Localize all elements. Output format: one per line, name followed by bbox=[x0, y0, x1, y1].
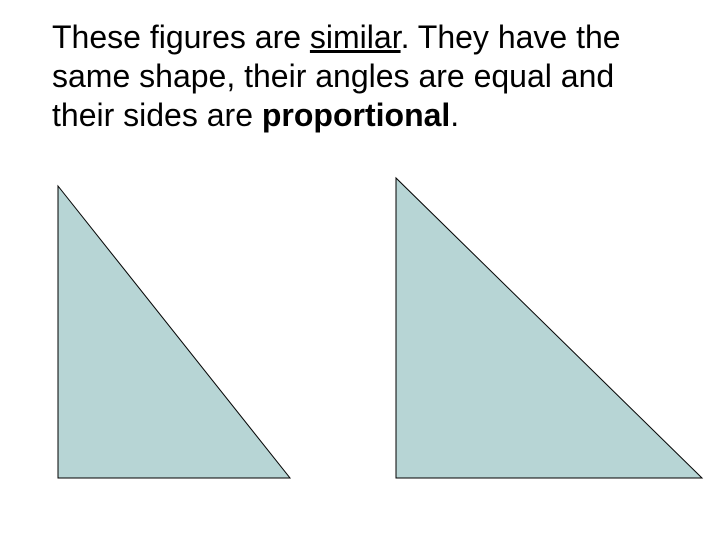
triangles-canvas bbox=[0, 0, 720, 540]
triangle-left bbox=[58, 186, 290, 478]
triangle-right bbox=[396, 178, 702, 478]
